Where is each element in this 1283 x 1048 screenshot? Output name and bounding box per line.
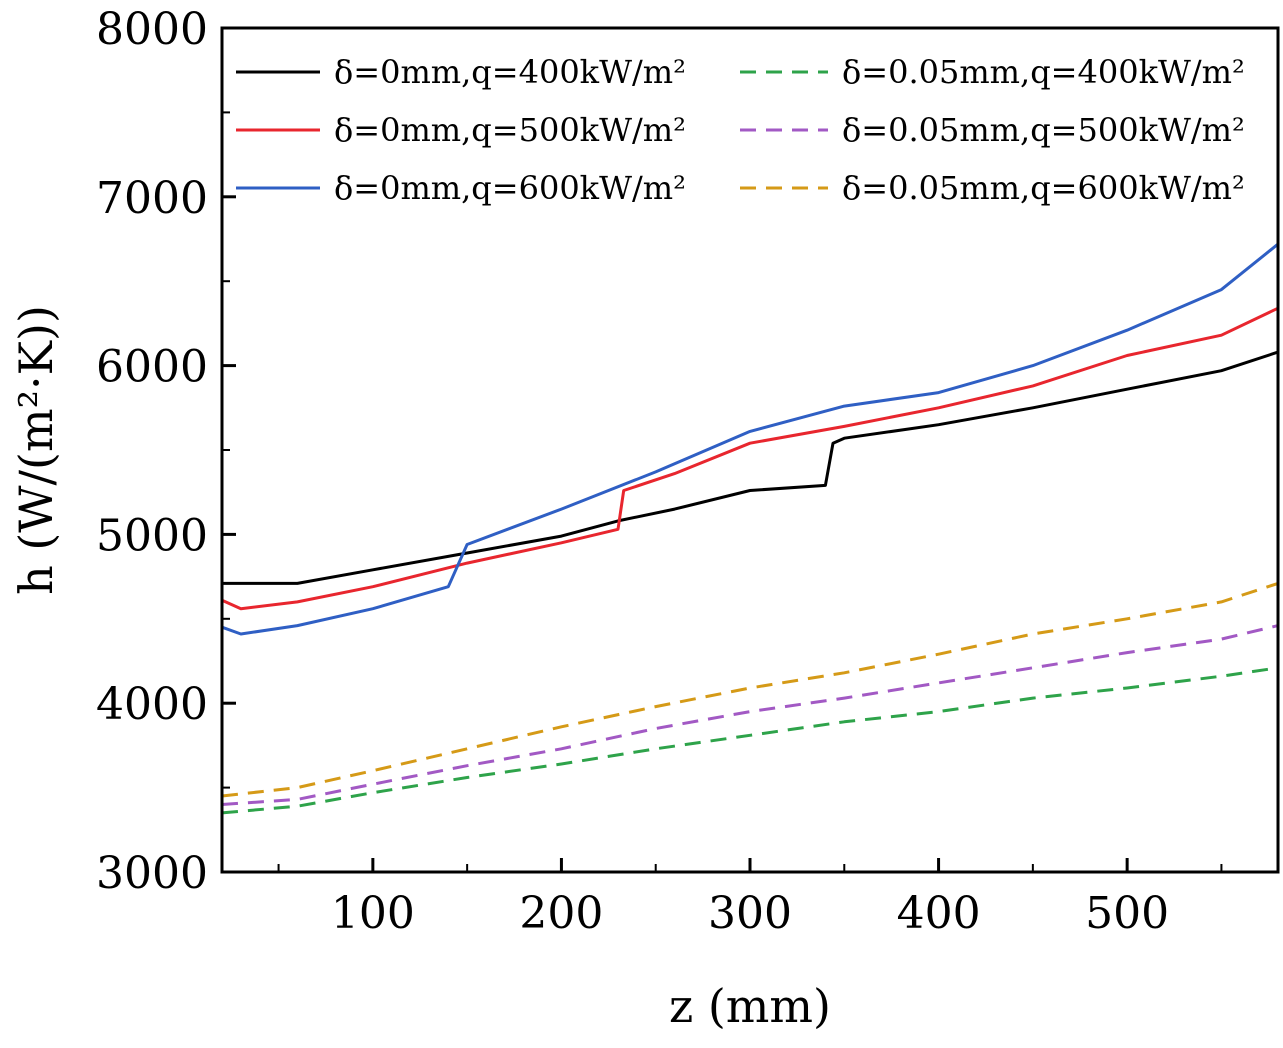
series-line-6 xyxy=(221,581,1279,798)
y-tick-label: 8000 xyxy=(96,4,208,55)
ticks-layer: 3000 4000 5000 6000 7000 8000 100 200 300 400 500 xyxy=(96,4,1223,939)
y-tick-label: 6000 xyxy=(96,342,208,393)
x-tick-label: 300 xyxy=(708,888,792,939)
x-tick-label: 100 xyxy=(331,888,415,939)
y-tick-label: 7000 xyxy=(96,173,208,224)
series-line-1 xyxy=(222,350,1279,585)
legend-label-4: δ=0.05mm,q=400kW/m² xyxy=(842,53,1245,91)
series-line-5 xyxy=(221,624,1279,806)
legend-label-3: δ=0mm,q=600kW/m² xyxy=(334,169,686,207)
plot-frame xyxy=(220,26,1280,874)
x-tick-label: 400 xyxy=(897,888,981,939)
y-tick-label: 4000 xyxy=(96,679,208,730)
series-line-3 xyxy=(221,242,1279,636)
series-line-4 xyxy=(221,666,1279,815)
legend-label-1: δ=0mm,q=400kW/m² xyxy=(334,53,686,91)
series-layer xyxy=(221,242,1279,815)
legend-label-6: δ=0.05mm,q=600kW/m² xyxy=(842,169,1245,207)
x-tick-label: 200 xyxy=(519,888,603,939)
x-axis-title: z (mm) xyxy=(669,979,831,1033)
x-tick-label: 500 xyxy=(1085,888,1169,939)
y-axis-title: h (W/(m²·K)) xyxy=(9,305,63,595)
y-tick-label: 5000 xyxy=(96,510,208,561)
legend-label-5: δ=0.05mm,q=500kW/m² xyxy=(842,111,1245,149)
series-line-2 xyxy=(221,306,1279,611)
y-tick-label: 3000 xyxy=(96,848,208,899)
legend: δ=0mm,q=400kW/m² δ=0mm,q=500kW/m² δ=0mm,q=… xyxy=(236,53,1245,207)
legend-label-2: δ=0mm,q=500kW/m² xyxy=(334,111,686,149)
